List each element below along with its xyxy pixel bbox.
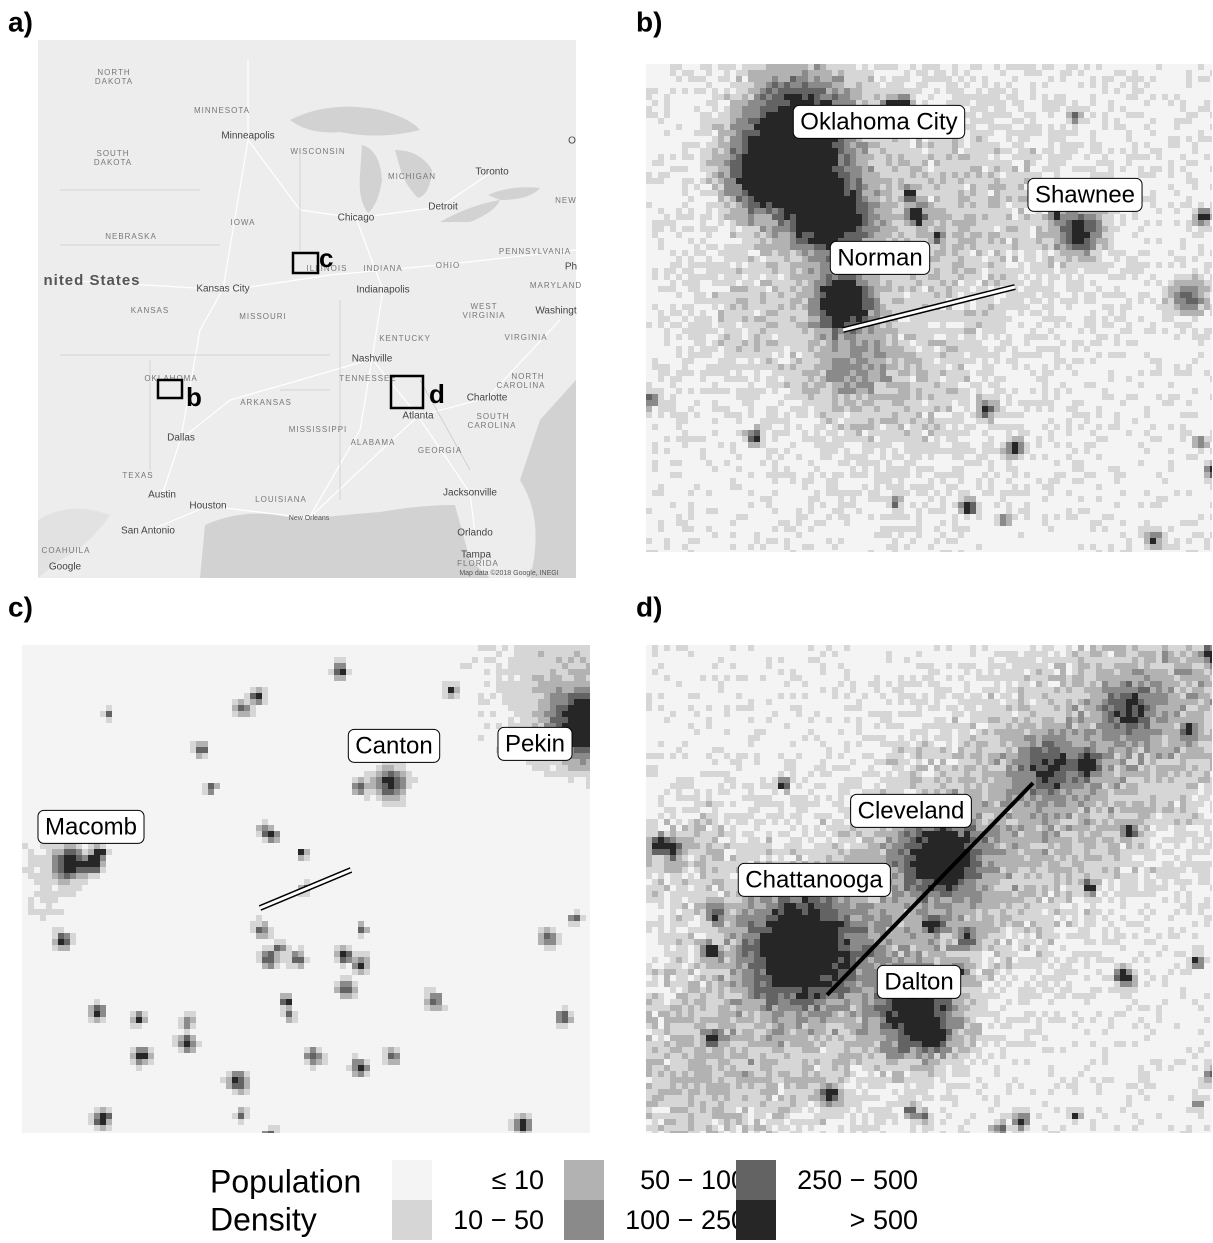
map-label: MISSOURI <box>239 312 287 321</box>
legend-label: 10 − 50 <box>453 1205 544 1235</box>
legend-label: ≤ 10 <box>492 1165 544 1195</box>
map-label: Ph <box>565 262 577 273</box>
map-label: Map data ©2018 Google, INEGI <box>459 569 558 577</box>
gulf <box>200 505 490 578</box>
extent-label: d <box>429 379 445 409</box>
place-label: Canton <box>348 729 439 762</box>
map-label: COAHUILA <box>42 546 91 555</box>
map-label: O <box>568 136 576 147</box>
place-label: Chattanooga <box>738 863 890 896</box>
map-label: PENNSYLVANIA <box>499 247 571 256</box>
map-label: Orlando <box>457 528 493 539</box>
map-label: SOUTH <box>477 412 510 421</box>
place-name: Pekin <box>505 730 565 757</box>
place-name: Norman <box>837 244 922 271</box>
extent-label: b <box>186 382 202 412</box>
panel-label: b) <box>636 6 662 37</box>
panel-label: c) <box>8 591 33 622</box>
map-label: ALABAMA <box>351 438 396 447</box>
map-label: MICHIGAN <box>388 172 436 181</box>
legend-swatch <box>564 1200 604 1240</box>
legend-title: Population <box>210 1163 361 1199</box>
map-label: INDIANA <box>363 264 402 273</box>
map-label: VIRGINIA <box>504 333 547 342</box>
place-label: Norman <box>830 241 929 274</box>
place-name: Chattanooga <box>745 866 883 893</box>
legend-swatch <box>736 1200 776 1240</box>
legend-label: > 500 <box>850 1205 918 1235</box>
map-label: NORTH <box>97 68 130 77</box>
legend: ≤ 10 10 − 50 50 − 100 100 − 250 250 − 500 > 5… <box>392 1160 918 1240</box>
place-label: Cleveland <box>851 794 972 827</box>
map-label: DAKOTA <box>94 158 132 167</box>
panel-label: a) <box>8 6 33 37</box>
map-label: NORTH <box>511 372 544 381</box>
legend-swatch <box>736 1160 776 1200</box>
place-name: Shawnee <box>1035 181 1135 208</box>
place-name: Cleveland <box>858 797 965 824</box>
place-label: Oklahoma City <box>793 105 964 138</box>
legend-swatch <box>392 1160 432 1200</box>
map-label: OHIO <box>436 261 460 270</box>
place-name: Dalton <box>884 968 953 995</box>
map-label: IOWA <box>230 218 255 227</box>
map-label: DAKOTA <box>95 77 133 86</box>
place-label: Pekin <box>498 727 572 760</box>
panel-label: d) <box>636 591 662 622</box>
map-label: CAROLINA <box>468 421 517 430</box>
map-label: VIRGINIA <box>462 311 505 320</box>
legend-label: 100 − 250 <box>625 1205 746 1235</box>
map-label: nited States <box>43 272 140 289</box>
map-label: TEXAS <box>122 471 153 480</box>
place-name: Macomb <box>45 813 137 840</box>
map-label: WEST <box>470 302 497 311</box>
map-label: Chicago <box>338 213 375 224</box>
map-label: MISSISSIPPI <box>289 425 348 434</box>
map-label: New Orleans <box>289 515 330 522</box>
figure: NORTHDAKOTAMINNESOTAMinneapolisSOUTHDAKO… <box>0 0 1213 1243</box>
place-label: Dalton <box>877 965 960 998</box>
map-label: San Antonio <box>121 526 175 537</box>
map-label: ARKANSAS <box>240 398 292 407</box>
legend-swatch <box>564 1160 604 1200</box>
map-label: TENNESSEE <box>339 374 396 383</box>
map-label: WISCONSIN <box>290 147 345 156</box>
place-name: Canton <box>355 732 432 759</box>
map-label: LOUISIANA <box>255 495 307 504</box>
legend-label: 50 − 100 <box>640 1165 746 1195</box>
map-label: Minneapolis <box>221 131 274 142</box>
map-label: KENTUCKY <box>379 334 431 343</box>
map-label: Charlotte <box>467 393 508 404</box>
place-label: Macomb <box>38 810 144 843</box>
map-label: MARYLAND <box>530 281 582 290</box>
map-label: Washingt <box>535 306 577 317</box>
map-label: Dallas <box>167 433 195 444</box>
map-label: Indianapolis <box>356 285 409 296</box>
legend-swatch <box>392 1200 432 1240</box>
map-label: KANSAS <box>131 306 169 315</box>
map-label: MINNESOTA <box>194 106 250 115</box>
map-label: SOUTH <box>97 149 130 158</box>
map-label: Toronto <box>475 167 509 178</box>
map-label: Kansas City <box>196 284 249 295</box>
map-label: CAROLINA <box>497 381 546 390</box>
map-label: GEORGIA <box>418 446 462 455</box>
map-label: Detroit <box>428 202 458 213</box>
map-label: FLORIDA <box>457 559 499 568</box>
place-name: Oklahoma City <box>800 108 957 135</box>
map-label: NEBRASKA <box>105 232 157 241</box>
extent-label: c <box>319 243 333 273</box>
map-label: Jacksonville <box>443 488 497 499</box>
legend-label: 250 − 500 <box>797 1165 918 1195</box>
legend-title: Density <box>210 1201 317 1237</box>
map-label: Nashville <box>352 354 393 365</box>
map-label: Houston <box>189 501 226 512</box>
map-label: Austin <box>148 490 176 501</box>
map-label: Google <box>49 562 82 573</box>
map-label: NEW <box>555 196 577 205</box>
place-label: Shawnee <box>1028 178 1142 211</box>
map-label: Atlanta <box>402 411 434 422</box>
